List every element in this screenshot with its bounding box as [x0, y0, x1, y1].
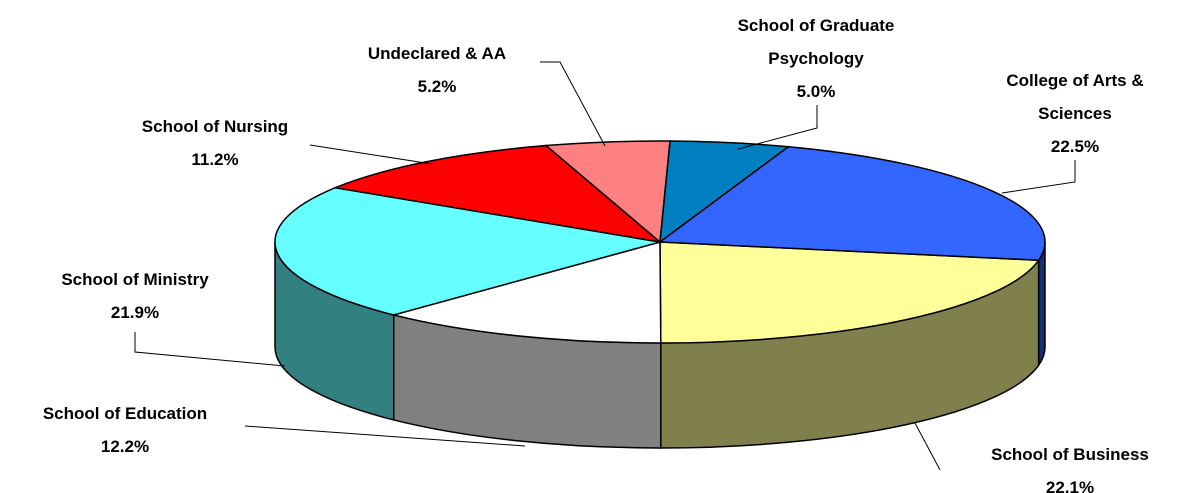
value-label: 21.9% — [110, 303, 160, 322]
value-label: 22.1% — [1045, 478, 1095, 493]
leader-line — [309, 144, 433, 165]
category-label: School of Ministry — [61, 270, 209, 289]
slice-label: Undeclared & AA 5.2% — [337, 37, 537, 103]
slice-label: School of Graduate Psychology 5.0% — [706, 9, 926, 108]
leader-line — [1001, 160, 1076, 194]
category-label: Undeclared & AA — [367, 44, 507, 63]
slice-label: College of Arts & Sciences 22.5% — [975, 64, 1175, 163]
value-label: 5.0% — [796, 82, 836, 101]
slice-label: School of Education 12.2% — [5, 397, 245, 463]
category-label: School of Graduate Psychology — [737, 16, 895, 68]
category-label: School of Business — [991, 445, 1149, 464]
slice — [390, 241, 662, 344]
category-label: College of Arts & Sciences — [1006, 71, 1144, 123]
slice-side — [1037, 241, 1046, 368]
slice-label: School of Nursing 11.2% — [105, 110, 325, 176]
leader-line — [914, 422, 941, 471]
leader-line — [540, 61, 606, 147]
leader-line — [244, 425, 526, 447]
category-label: School of Education — [42, 404, 208, 423]
slice — [274, 186, 661, 316]
value-label: 11.2% — [191, 150, 239, 169]
category-label: School of Nursing — [141, 117, 289, 136]
value-label: 12.2% — [100, 437, 150, 456]
slice-label: School of Business 22.1% — [960, 438, 1180, 493]
slice-label: School of Ministry 21.9% — [25, 263, 245, 329]
leader-line — [737, 105, 818, 150]
leader-line — [134, 332, 286, 367]
slice — [332, 144, 663, 244]
value-label: 22.5% — [1050, 137, 1100, 156]
slice — [659, 241, 1041, 344]
value-label: 5.2% — [417, 77, 457, 96]
slice — [657, 146, 1046, 262]
